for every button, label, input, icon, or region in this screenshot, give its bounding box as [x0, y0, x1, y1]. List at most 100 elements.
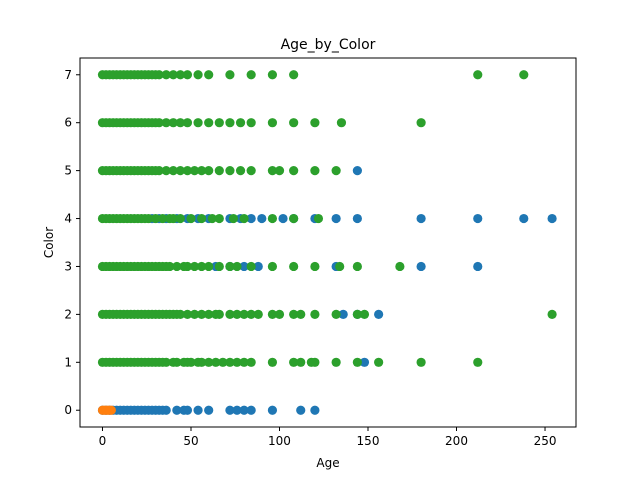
scatter-point — [207, 213, 217, 224]
scatter-point — [519, 70, 529, 80]
scatter-point — [197, 166, 207, 176]
scatter-point — [547, 213, 557, 224]
scatter-point — [274, 166, 285, 176]
scatter-point — [232, 405, 242, 415]
scatter-point — [214, 261, 224, 272]
scatter-point — [246, 118, 256, 128]
scatter-point — [289, 357, 299, 367]
scatter-point — [519, 213, 529, 224]
scatter-point — [289, 166, 299, 176]
scatter-point — [395, 261, 405, 272]
scatter-point — [310, 166, 320, 176]
scatter-point — [278, 213, 288, 224]
scatter-point — [161, 70, 171, 80]
scatter-point — [235, 166, 246, 176]
x-tick-label: 250 — [534, 434, 557, 448]
scatter-point — [154, 118, 164, 128]
scatter-point — [338, 309, 348, 319]
scatter-point — [313, 213, 324, 224]
y-tick-label: 6 — [64, 116, 72, 130]
scatter-point — [172, 405, 182, 415]
x-tick-label: 0 — [99, 434, 107, 448]
scatter-point — [161, 405, 171, 415]
scatter-point — [416, 261, 426, 272]
scatter-point — [267, 118, 278, 128]
scatter-point — [239, 309, 249, 319]
scatter-point — [211, 357, 221, 367]
scatter-point — [225, 357, 235, 367]
scatter-point — [193, 405, 203, 415]
scatter-point — [289, 261, 299, 272]
scatter-point — [154, 166, 164, 176]
x-axis-ticks: 0 50 100 150 200 250 — [99, 427, 557, 448]
scatter-point — [331, 166, 341, 176]
scatter-point — [331, 213, 341, 224]
x-tick-label: 150 — [357, 434, 380, 448]
scatter-point — [246, 261, 256, 272]
y-tick-label: 5 — [64, 164, 72, 178]
scatter-point — [336, 118, 347, 128]
scatter-point — [189, 309, 200, 319]
scatter-point — [182, 309, 193, 319]
scatter-point — [352, 166, 362, 176]
scatter-point — [175, 166, 185, 176]
scatter-point — [246, 70, 256, 80]
y-axis-label: Color — [42, 227, 56, 258]
scatter-point — [182, 261, 193, 272]
scatter-point — [175, 213, 185, 224]
scatter-point — [158, 213, 168, 224]
y-tick-label: 3 — [64, 259, 72, 273]
scatter-point — [214, 166, 224, 176]
x-tick-label: 50 — [183, 434, 198, 448]
scatter-point — [473, 357, 483, 367]
scatter-point — [161, 357, 171, 367]
scatter-point — [154, 70, 164, 80]
scatter-point — [359, 309, 370, 319]
scatter-point — [232, 261, 242, 272]
scatter-point — [168, 70, 178, 80]
scatter-point — [267, 405, 278, 415]
scatter-point — [310, 309, 320, 319]
scatter-point — [225, 309, 235, 319]
scatter-point — [246, 357, 256, 367]
scatter-point — [172, 261, 182, 272]
scatter-point — [246, 166, 256, 176]
scatter-point — [182, 166, 193, 176]
plot-area — [80, 58, 576, 427]
scatter-point — [246, 309, 256, 319]
scatter-point — [359, 357, 370, 367]
scatter-point — [310, 357, 320, 367]
scatter-point — [232, 357, 242, 367]
y-tick-label: 2 — [64, 307, 72, 321]
scatter-point — [175, 70, 185, 80]
scatter-point — [335, 261, 345, 272]
y-axis-ticks: 0 1 2 3 4 5 6 7 — [64, 68, 80, 417]
scatter-point — [296, 309, 306, 319]
scatter-point — [239, 261, 249, 272]
scatter-point — [416, 118, 426, 128]
scatter-point — [161, 118, 171, 128]
scatter-point — [257, 213, 267, 224]
scatter-point — [197, 309, 207, 319]
scatter-point — [214, 118, 224, 128]
scatter-point — [416, 357, 426, 367]
x-tick-label: 200 — [445, 434, 468, 448]
scatter-point — [473, 213, 483, 224]
scatter-point — [197, 261, 207, 272]
scatter-point — [246, 405, 256, 415]
scatter-point — [214, 213, 224, 224]
y-tick-label: 4 — [64, 212, 72, 226]
scatter-point — [186, 357, 196, 367]
scatter-point — [274, 309, 285, 319]
scatter-point — [193, 70, 203, 80]
scatter-point — [289, 118, 299, 128]
scatter-point — [547, 309, 557, 319]
scatter-point — [267, 166, 278, 176]
scatter-point — [106, 405, 116, 415]
scatter-point — [204, 166, 214, 176]
scatter-point — [253, 261, 263, 272]
scatter-point — [204, 70, 214, 80]
scatter-point — [225, 70, 235, 80]
scatter-point — [267, 357, 278, 367]
scatter-point — [168, 118, 178, 128]
